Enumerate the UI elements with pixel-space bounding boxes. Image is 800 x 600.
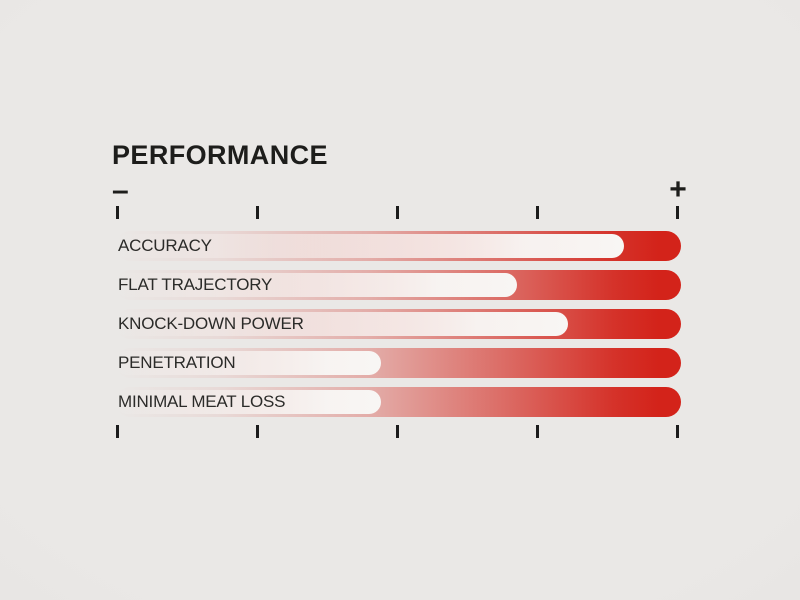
performance-row: ACCURACY: [115, 231, 681, 261]
performance-row: PENETRATION: [115, 348, 681, 378]
tick-mark: [676, 206, 679, 219]
bar-label: FLAT TRAJECTORY: [118, 275, 273, 294]
bar-indicator: [115, 351, 382, 375]
bar-indicator: [115, 234, 625, 258]
bar-rows: ACCURACY FLAT TRAJECTORY KNOCK-DOWN POWE…: [115, 231, 681, 417]
tick-mark: [116, 425, 119, 438]
scale-min-symbol: –: [112, 174, 129, 207]
tick-mark: [536, 425, 539, 438]
bar-indicator: [115, 312, 568, 336]
bar-indicator: [115, 390, 382, 414]
tick-mark: [396, 425, 399, 438]
bar-label: MINIMAL MEAT LOSS: [118, 392, 286, 411]
tick-mark: [536, 206, 539, 219]
tick-mark: [256, 425, 259, 438]
tick-mark: [676, 425, 679, 438]
scale-max-symbol: +: [669, 173, 687, 206]
bar-label: ACCURACY: [118, 236, 212, 255]
page-title: PERFORMANCE: [112, 140, 328, 170]
bar-label: KNOCK-DOWN POWER: [118, 314, 304, 333]
performance-row: MINIMAL MEAT LOSS: [115, 387, 681, 417]
tick-mark: [396, 206, 399, 219]
tick-mark: [256, 206, 259, 219]
performance-row: KNOCK-DOWN POWER: [115, 309, 681, 339]
bar-label: PENETRATION: [118, 353, 236, 372]
scale-ticks-top: [116, 206, 679, 219]
tick-mark: [116, 206, 119, 219]
performance-row: FLAT TRAJECTORY: [115, 270, 681, 300]
bar-indicator: [115, 273, 517, 297]
scale-ticks-bottom: [116, 425, 679, 438]
